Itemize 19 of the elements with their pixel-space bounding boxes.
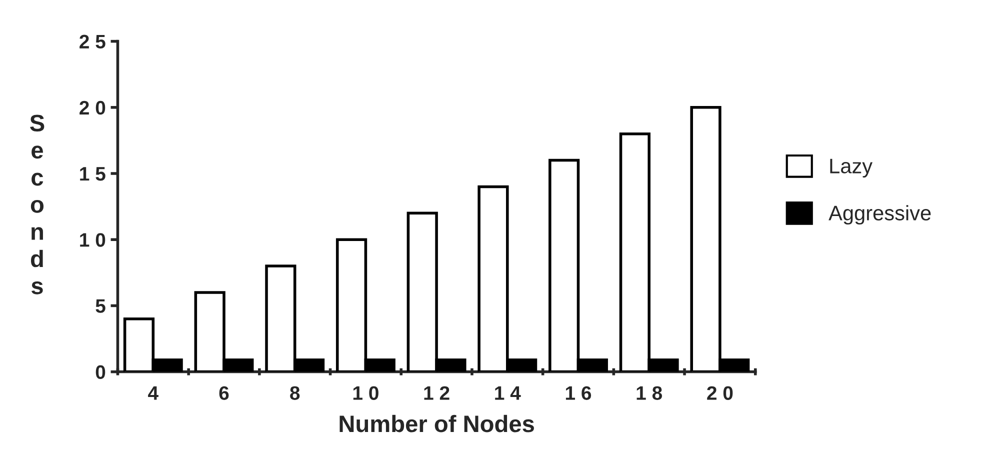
legend-label: Lazy <box>830 158 873 178</box>
y-tick-label: 5 <box>96 299 106 313</box>
x-tick-label: 1 2 <box>424 386 450 400</box>
y-tick-label: 0 <box>96 365 106 380</box>
x-tick-label: 6 <box>219 386 229 400</box>
x-tick-label: 8 <box>290 386 300 400</box>
x-tick-label: 4 <box>148 386 158 400</box>
x-tick-label: 1 4 <box>495 386 521 400</box>
y-axis-title: Seconds <box>30 114 44 294</box>
x-tick-label: 1 8 <box>636 386 662 400</box>
legend-label: Aggressive <box>828 205 931 225</box>
y-tick-label: 2 0 <box>80 100 106 115</box>
y-tick-label: 1 5 <box>80 167 106 181</box>
y-tick-label: 2 5 <box>80 34 106 49</box>
x-axis-title: Number of Nodes <box>340 414 534 432</box>
x-tick-label: 2 0 <box>707 386 733 400</box>
x-tick-label: 1 6 <box>566 386 592 400</box>
x-tick-label: 1 0 <box>353 386 378 400</box>
y-tick-label: 1 0 <box>80 233 106 247</box>
